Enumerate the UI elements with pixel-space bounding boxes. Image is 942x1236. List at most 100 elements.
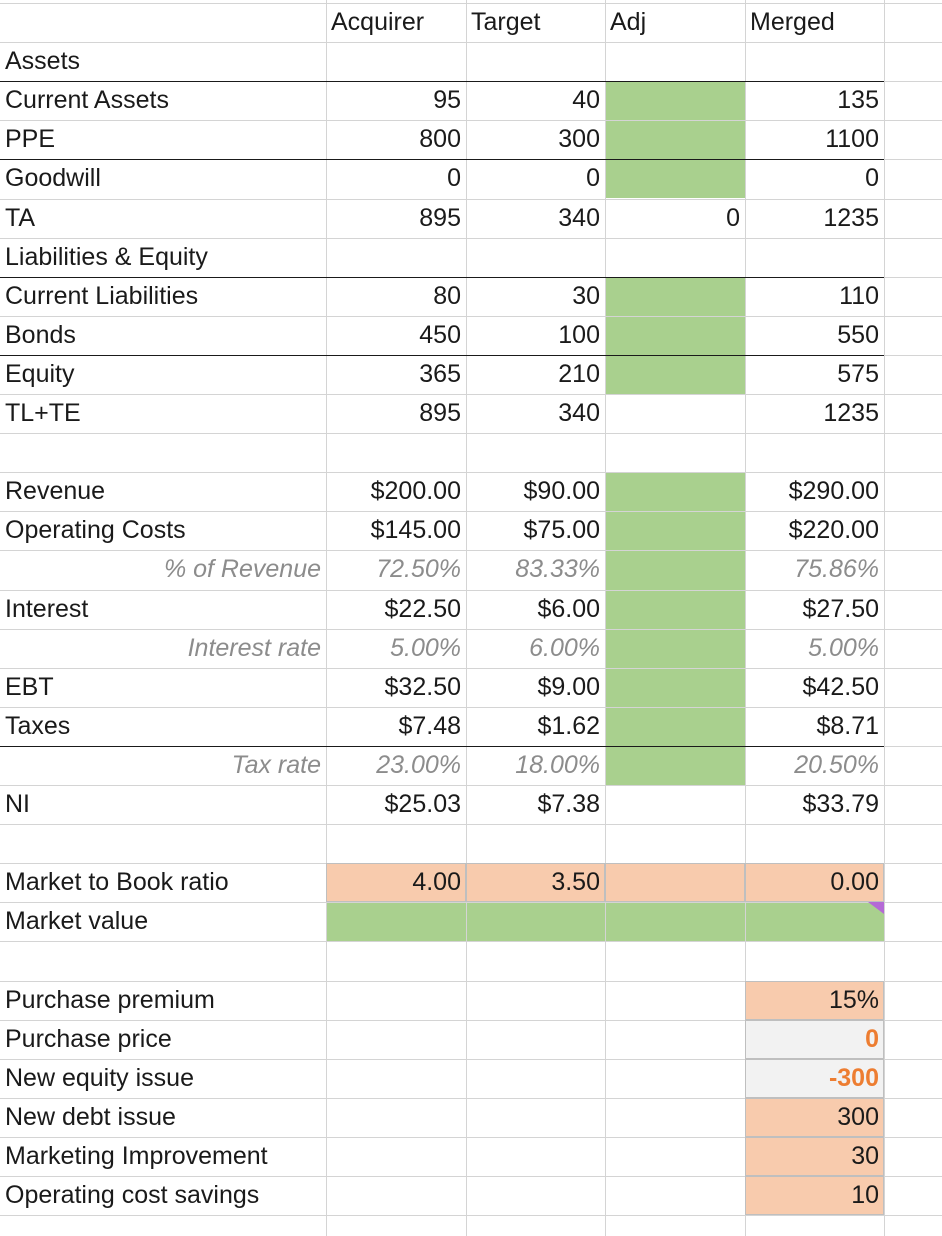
cell-tl-te-merged[interactable]: 1235 (823, 399, 879, 428)
row-label-interest-rate[interactable]: Interest rate (187, 633, 321, 662)
cell-revenue-target[interactable]: $90.00 (523, 477, 600, 506)
cell-current-liabilities-merged[interactable]: 110 (839, 281, 879, 310)
row-label-marketing-improvement[interactable]: Marketing Improvement (5, 1141, 268, 1170)
cell-interest-target[interactable]: $6.00 (537, 594, 600, 623)
cell-bonds-merged[interactable]: 550 (837, 320, 879, 349)
row-label-bonds[interactable]: Bonds (5, 320, 76, 349)
cell-purchase-premium-merged[interactable]: 15% (828, 985, 879, 1014)
cell-market-to-book-ratio-target[interactable]: 3.50 (551, 868, 600, 897)
cell-ppe-acquirer[interactable]: 800 (419, 125, 461, 154)
row-label-tax-rate[interactable]: Tax rate (231, 750, 321, 779)
row-label-current-assets[interactable]: Current Assets (5, 86, 169, 115)
cell-equity-merged[interactable]: 575 (837, 359, 879, 388)
cell-market-to-book-ratio-acquirer[interactable]: 4.00 (412, 868, 461, 897)
cell-tax-rate-target[interactable]: 18.00% (515, 750, 600, 779)
cell-revenue-merged[interactable]: $290.00 (788, 477, 879, 506)
cell-current-assets-target[interactable]: 40 (572, 86, 600, 115)
cell-taxes-acquirer[interactable]: $7.48 (398, 711, 461, 740)
cell-interest-rate-acquirer[interactable]: 5.00% (390, 633, 461, 662)
cell-of-revenue-target[interactable]: 83.33% (515, 555, 600, 584)
cell-goodwill-merged[interactable]: 0 (865, 164, 879, 193)
row-label-equity[interactable]: Equity (5, 359, 75, 388)
cell-marketing-improvement-merged[interactable]: 30 (851, 1141, 879, 1170)
row-label-market-to-book-ratio[interactable]: Market to Book ratio (5, 868, 229, 897)
cell-interest-rate-merged[interactable]: 5.00% (808, 633, 879, 662)
row-label-new-debt-issue[interactable]: New debt issue (5, 1102, 176, 1131)
row-label-purchase-premium[interactable]: Purchase premium (5, 985, 215, 1014)
row-label-operating-costs[interactable]: Operating Costs (5, 516, 186, 545)
row-label-new-equity-issue[interactable]: New equity issue (5, 1063, 194, 1092)
cell-interest-acquirer[interactable]: $22.50 (384, 594, 461, 623)
cell-goodwill-acquirer[interactable]: 0 (447, 164, 461, 193)
cell-tax-rate-merged[interactable]: 20.50% (794, 750, 879, 779)
cell-operating-costs-target[interactable]: $75.00 (523, 516, 600, 545)
cell-tax-rate-acquirer[interactable]: 23.00% (376, 750, 461, 779)
cell-bonds-acquirer[interactable]: 450 (419, 320, 461, 349)
row-label-goodwill[interactable]: Goodwill (5, 164, 101, 193)
cell-current-liabilities-target[interactable]: 30 (572, 281, 600, 310)
row-label-assets[interactable]: Assets (5, 47, 81, 76)
cell-taxes-target[interactable]: $1.62 (537, 711, 600, 740)
column-header-target[interactable]: Target (471, 8, 541, 37)
cell-operating-costs-merged[interactable]: $220.00 (788, 516, 879, 545)
cell-operating-costs-acquirer[interactable]: $145.00 (370, 516, 461, 545)
cell-ta-merged[interactable]: 1235 (823, 203, 879, 232)
cell-of-revenue-acquirer[interactable]: 72.50% (376, 555, 461, 584)
cell-ppe-merged[interactable]: 1100 (825, 125, 879, 154)
row-gridline (0, 1137, 942, 1138)
row-label-liabilities-equity[interactable]: Liabilities & Equity (5, 242, 208, 271)
cell-ni-acquirer[interactable]: $25.03 (384, 790, 461, 819)
row-label-ebt[interactable]: EBT (5, 672, 54, 701)
cell-ta-adj[interactable]: 0 (726, 203, 740, 232)
row-label-ta[interactable]: TA (5, 203, 36, 232)
cell-new-debt-issue-merged[interactable]: 300 (837, 1102, 879, 1131)
column-header-acquirer[interactable]: Acquirer (331, 8, 425, 37)
cell-bonds-target[interactable]: 100 (558, 320, 600, 349)
row-label-current-liabilities[interactable]: Current Liabilities (5, 281, 199, 310)
column-header-adj[interactable]: Adj (610, 8, 647, 37)
row-label-operating-cost-savings[interactable]: Operating cost savings (5, 1181, 260, 1210)
cell-ebt-acquirer[interactable]: $32.50 (384, 672, 461, 701)
cell-tl-te-acquirer[interactable]: 895 (419, 399, 461, 428)
row-gridline (0, 785, 942, 786)
row-label-ppe[interactable]: PPE (5, 125, 56, 154)
row-label-market-value[interactable]: Market value (5, 907, 149, 936)
column-gridline (326, 0, 327, 1236)
row-label-revenue[interactable]: Revenue (5, 477, 106, 506)
cell-current-liabilities-acquirer[interactable]: 80 (433, 281, 461, 310)
cell-ta-acquirer[interactable]: 895 (419, 203, 461, 232)
row-label-taxes[interactable]: Taxes (5, 711, 71, 740)
cell-equity-acquirer[interactable]: 365 (419, 359, 461, 388)
purchase-premium-fill (745, 980, 884, 1020)
cell-new-equity-issue-merged[interactable]: -300 (828, 1063, 879, 1092)
cell-purchase-price-merged[interactable]: 0 (865, 1024, 879, 1053)
cell-operating-cost-savings-merged[interactable]: 10 (851, 1181, 879, 1210)
cell-ebt-target[interactable]: $9.00 (537, 672, 600, 701)
cell-ebt-merged[interactable]: $42.50 (802, 672, 879, 701)
comment-indicator-icon[interactable] (868, 902, 884, 914)
row-label-of-revenue[interactable]: % of Revenue (163, 555, 321, 584)
cell-interest-rate-target[interactable]: 6.00% (529, 633, 600, 662)
row-label-interest[interactable]: Interest (5, 594, 89, 623)
cell-tl-te-target[interactable]: 340 (558, 399, 600, 428)
cell-current-assets-acquirer[interactable]: 95 (433, 86, 461, 115)
cell-goodwill-target[interactable]: 0 (586, 164, 600, 193)
cell-of-revenue-merged[interactable]: 75.86% (794, 555, 879, 584)
row-gridline (0, 1059, 942, 1060)
row-label-tl-te[interactable]: TL+TE (5, 399, 81, 428)
cell-ni-merged[interactable]: $33.79 (802, 790, 879, 819)
row-label-purchase-price[interactable]: Purchase price (5, 1024, 172, 1053)
cell-current-assets-merged[interactable]: 135 (837, 86, 879, 115)
cell-taxes-merged[interactable]: $8.71 (816, 711, 879, 740)
column-header-merged[interactable]: Merged (750, 8, 835, 37)
cell-interest-merged[interactable]: $27.50 (802, 594, 879, 623)
cell-ta-target[interactable]: 340 (558, 203, 600, 232)
total-assets-rule (0, 159, 884, 160)
cell-ppe-target[interactable]: 300 (558, 125, 600, 154)
cell-equity-target[interactable]: 210 (558, 359, 600, 388)
inputs-fill (745, 1097, 884, 1216)
cell-market-to-book-ratio-merged[interactable]: 0.00 (830, 868, 879, 897)
cell-ni-target[interactable]: $7.38 (537, 790, 600, 819)
row-label-ni[interactable]: NI (5, 790, 30, 819)
cell-revenue-acquirer[interactable]: $200.00 (370, 477, 461, 506)
